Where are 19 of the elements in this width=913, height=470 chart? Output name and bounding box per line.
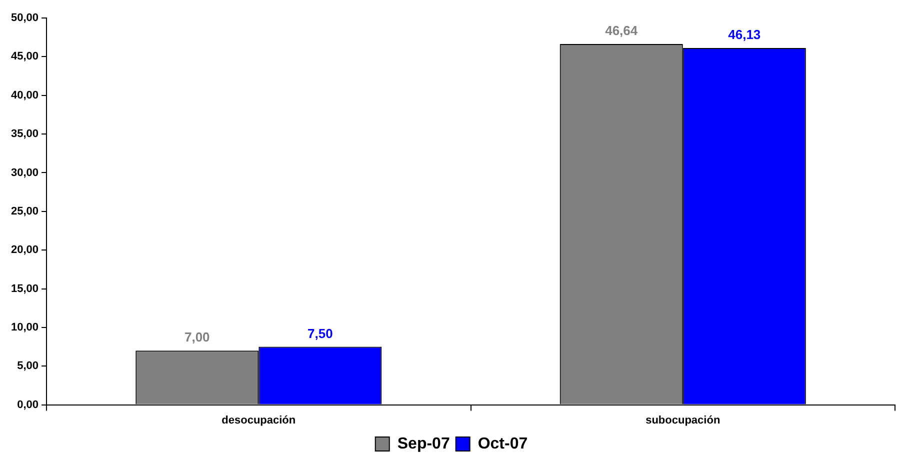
y-tick-label: 25,00 [10, 205, 39, 218]
data-label: 7,00 [184, 330, 210, 345]
x-tick-label: subocupación [646, 414, 720, 426]
data-label: 7,50 [308, 326, 333, 341]
y-tick-label: 45,00 [10, 50, 39, 63]
legend-label: Sep-07 [397, 435, 450, 452]
y-tick-label: 30,00 [10, 166, 39, 179]
y-tick-label: 20,00 [10, 244, 39, 256]
x-tick-label: desocupación [222, 414, 296, 426]
y-tick-label: 5,00 [17, 360, 39, 372]
y-tick-label: 15,00 [10, 282, 39, 295]
data-label: 46,13 [728, 27, 761, 42]
y-tick-label: 40,00 [10, 89, 39, 102]
legend-label: Oct-07 [478, 435, 528, 452]
y-tick-label: 50,00 [10, 12, 39, 24]
y-tick-label: 0,00 [17, 398, 39, 411]
y-tick-label: 35,00 [10, 128, 39, 140]
y-tick-label: 10,00 [10, 321, 39, 334]
data-label: 46,64 [605, 23, 638, 38]
